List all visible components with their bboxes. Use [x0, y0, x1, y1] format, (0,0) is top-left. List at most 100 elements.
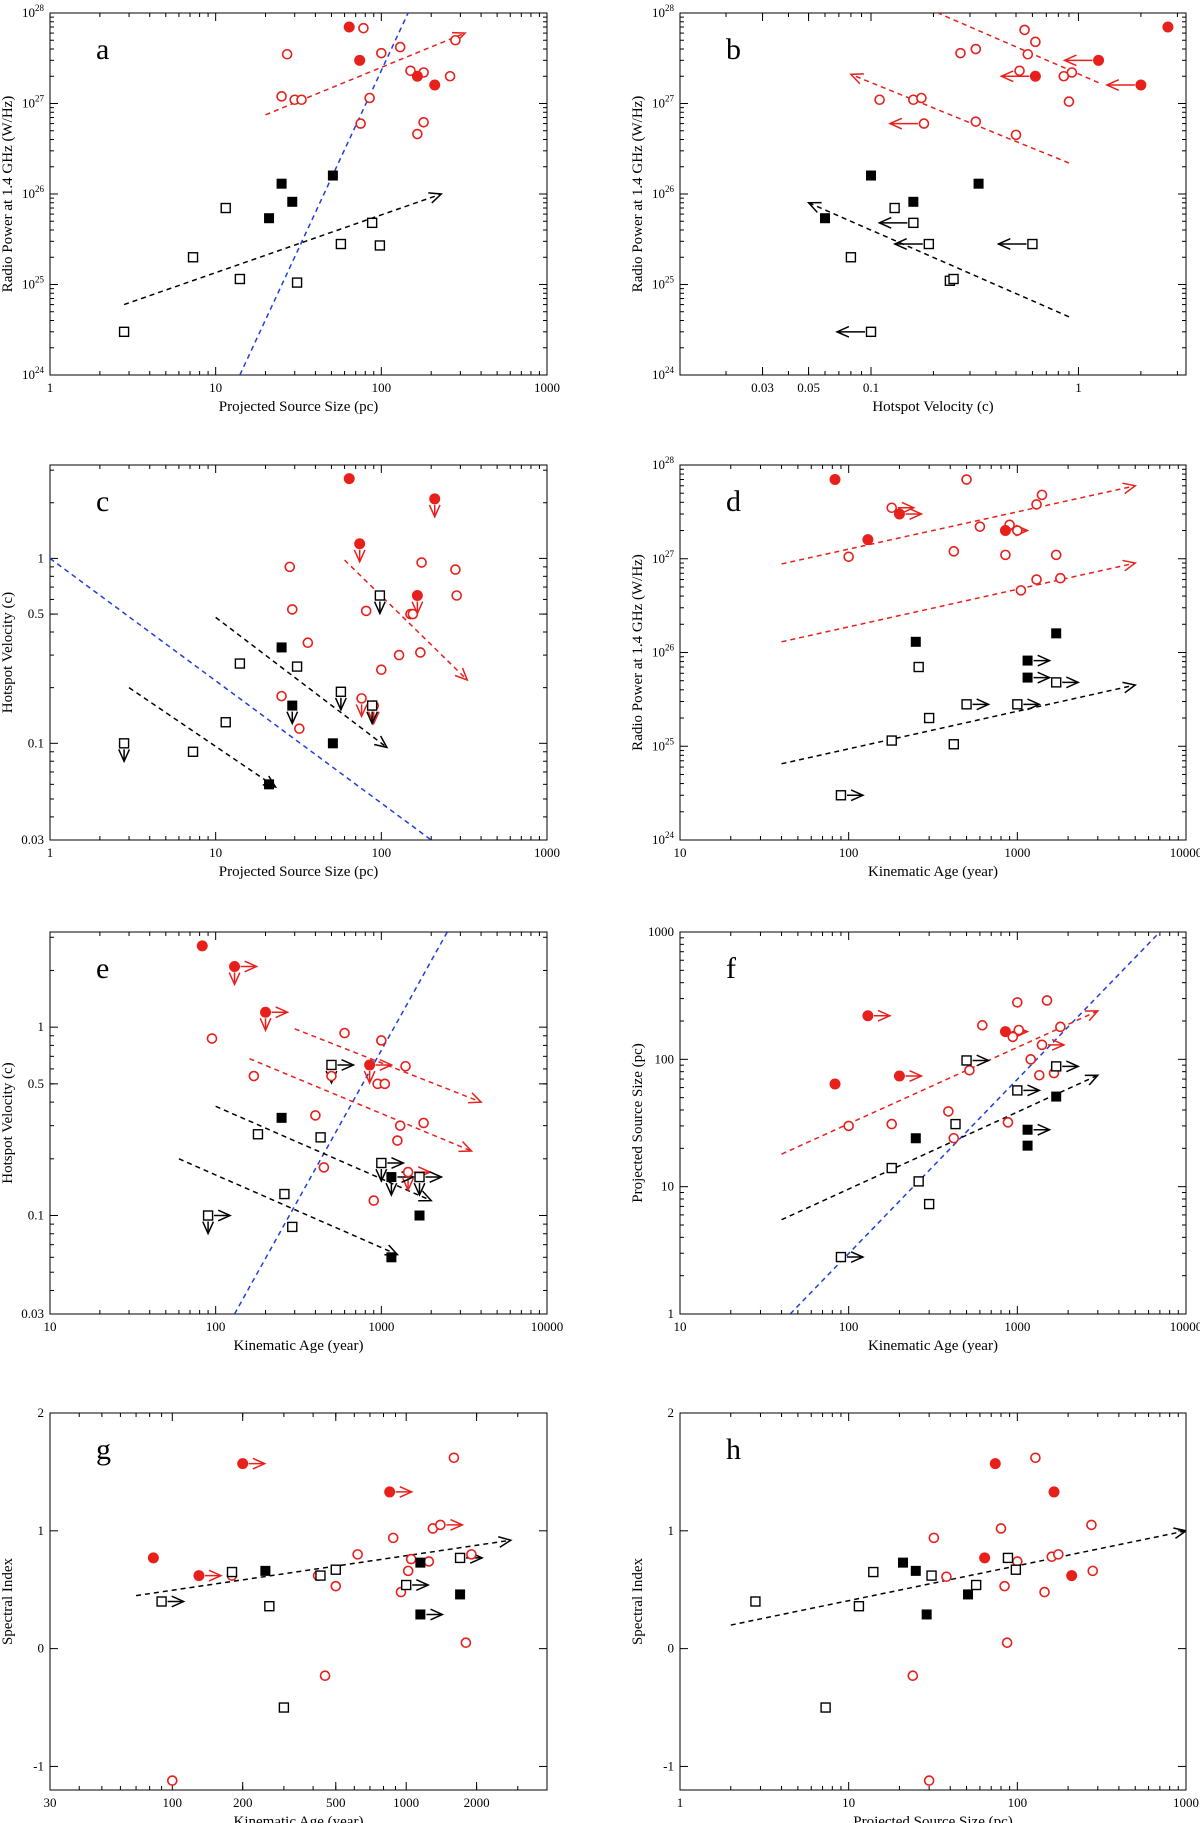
plot-frame: [679, 931, 1187, 1315]
y-tick-label: 1026: [652, 184, 675, 201]
y-axis-title: Hotspot Velocity (c): [0, 1062, 16, 1183]
panel-letter: a: [96, 33, 109, 66]
data-point: [379, 1078, 391, 1090]
data-point: [950, 1118, 961, 1130]
data-point: [819, 213, 830, 224]
limit-arrow-head: [275, 1006, 290, 1019]
data-point: [865, 326, 877, 338]
data-point: [451, 590, 462, 601]
data-point: [1010, 129, 1022, 141]
data-point: [1019, 24, 1030, 36]
data-point: [913, 1176, 924, 1187]
data-point: [366, 700, 378, 711]
data-point: [455, 1589, 466, 1600]
panel-letter: h: [726, 1433, 741, 1466]
data-point: [961, 1055, 972, 1066]
data-point: [435, 1519, 446, 1531]
data-point: [248, 1070, 260, 1082]
limit-arrow-head: [373, 601, 386, 616]
data-point: [387, 1532, 399, 1544]
data-point: [394, 1120, 406, 1131]
data-point: [279, 1188, 290, 1200]
plot-frame: [49, 931, 548, 1315]
trend-line-head: [1173, 1527, 1186, 1540]
data-point: [400, 1579, 412, 1591]
data-point: [284, 561, 296, 573]
y-axis-title: Hotspot Velocity (c): [0, 592, 16, 713]
data-point: [415, 1609, 426, 1620]
data-point: [392, 1135, 403, 1146]
limit-arrow-head: [1066, 1060, 1081, 1073]
data-point: [402, 1565, 414, 1577]
data-point: [829, 1078, 841, 1090]
data-point: [393, 649, 405, 661]
y-tick-label: 0: [38, 1641, 45, 1656]
data-point: [276, 178, 287, 189]
trend-line: [123, 193, 442, 306]
data-point: [1036, 1039, 1048, 1051]
trend-line-head: [428, 192, 443, 204]
data-point: [1030, 1452, 1041, 1464]
data-point: [973, 178, 984, 189]
trend-line: [789, 932, 1161, 1314]
data-point: [1087, 1565, 1099, 1577]
limit-arrow-head: [171, 1595, 186, 1608]
data-point: [907, 1670, 919, 1682]
limit-arrow-head: [877, 216, 892, 229]
data-point: [187, 252, 199, 263]
x-tick-label: 1000: [368, 1319, 394, 1334]
y-tick-label: 1027: [652, 549, 675, 566]
panel-letter: c: [96, 485, 109, 518]
y-tick-label: 1: [38, 1523, 45, 1538]
limit-arrow-head: [355, 704, 368, 719]
data-area: [806, 13, 1174, 338]
limit-arrow-head: [341, 1058, 356, 1071]
data-point: [1000, 549, 1011, 561]
data-point: [187, 746, 199, 757]
trend-line: [135, 1539, 511, 1597]
trend-line: [249, 1058, 472, 1152]
x-tick-label: 100: [206, 1319, 226, 1334]
data-point: [1022, 48, 1034, 60]
data-point: [898, 1557, 909, 1568]
data-point: [853, 1601, 865, 1612]
data-point: [364, 92, 375, 104]
data-point: [376, 664, 387, 676]
y-tick-label: 1025: [652, 736, 675, 753]
data-point: [1050, 549, 1062, 561]
data-point: [1162, 21, 1174, 33]
data-point: [750, 1596, 761, 1607]
limit-arrow-head: [375, 1168, 388, 1183]
data-point: [910, 1133, 921, 1144]
trend-line-head: [454, 667, 469, 682]
data-point: [234, 658, 246, 669]
y-tick-label: 1027: [652, 94, 675, 111]
data-point: [908, 196, 919, 207]
data-point: [386, 1172, 397, 1183]
limit-arrow-head: [334, 697, 347, 712]
limit-arrow-head: [118, 749, 131, 764]
x-tick-label: 1: [1075, 380, 1082, 395]
panel-a: 1 10 100 1000 1024 1025 1026 1027 1028 Projected …: [0, 3, 560, 415]
data-point: [281, 48, 293, 60]
data-point: [918, 118, 930, 129]
data-point: [166, 1775, 178, 1786]
data-point: [206, 1033, 218, 1044]
data-point: [355, 118, 366, 129]
data-point: [923, 712, 935, 724]
data-point: [970, 43, 982, 55]
data-point: [979, 1552, 991, 1564]
data-point: [963, 1589, 974, 1600]
trend-line-head: [806, 201, 822, 213]
data-point: [1002, 1117, 1014, 1128]
data-point: [264, 213, 275, 224]
data-point: [358, 22, 369, 34]
data-point: [845, 252, 857, 263]
x-tick-label: 200: [233, 1795, 253, 1810]
data-point: [1086, 1519, 1097, 1531]
limit-arrow-head: [901, 501, 916, 514]
limit-arrow-head: [228, 972, 241, 987]
data-point: [908, 217, 919, 229]
data-area: [118, 13, 467, 375]
